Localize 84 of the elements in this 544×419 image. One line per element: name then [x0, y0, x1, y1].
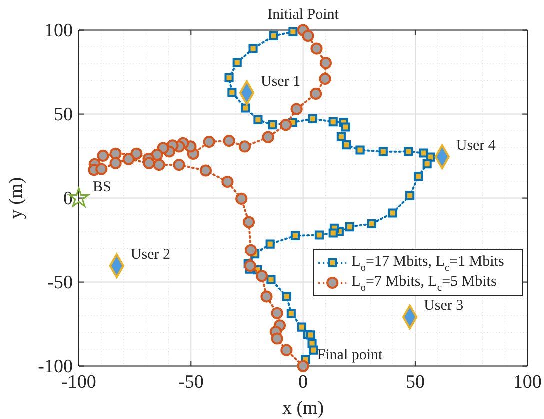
point: [345, 222, 354, 232]
point: [122, 153, 135, 166]
point: [173, 159, 186, 172]
point: [419, 148, 429, 158]
point: [269, 31, 278, 41]
point: [280, 344, 293, 356]
annotation: Final point: [317, 348, 384, 364]
point: [262, 131, 274, 144]
y-axis-title: y (m): [6, 177, 27, 220]
point: [153, 159, 166, 172]
point: [422, 159, 432, 169]
point: [110, 148, 122, 160]
point: [236, 192, 248, 206]
point: [224, 73, 234, 83]
annotation: User 3: [424, 298, 464, 315]
point: [309, 346, 318, 355]
point: [320, 57, 332, 70]
point: [306, 330, 316, 340]
point: [297, 360, 310, 372]
point: [266, 240, 275, 249]
point: [280, 119, 292, 132]
point: [319, 72, 332, 86]
point: [256, 270, 268, 282]
y-tick-label: 50: [54, 104, 73, 126]
point: [282, 292, 292, 302]
x-tick-label: -50: [178, 372, 204, 393]
point: [223, 134, 236, 148]
point: [288, 27, 298, 37]
point: [310, 42, 323, 55]
annotation: User 1: [261, 74, 301, 90]
point: [244, 244, 258, 256]
legend-label: L$_{o}$=17 Mbits, L$_{c}$=1 Mbits: [352, 254, 504, 274]
point: [271, 332, 284, 345]
point: [342, 140, 352, 150]
point: [248, 44, 258, 54]
x-tick-label: 50: [406, 372, 425, 393]
legend-label: L$_{o}$=7 Mbits, L$_{c}$=5 Mbits: [352, 274, 497, 294]
point: [244, 260, 256, 272]
point: [200, 164, 212, 177]
point: [378, 147, 388, 156]
y-tick-label: 100: [44, 20, 73, 42]
point: [314, 230, 324, 240]
point: [268, 120, 278, 130]
point: [232, 58, 242, 68]
point: [290, 231, 300, 240]
point: [266, 275, 276, 284]
x-tick-label: 100: [513, 372, 542, 393]
point: [222, 176, 234, 188]
point: [328, 228, 338, 238]
point: [260, 290, 273, 303]
point: [406, 191, 415, 200]
point: [290, 103, 303, 116]
y-tick-label: -50: [48, 272, 73, 294]
point: [404, 147, 414, 156]
point: [310, 88, 322, 100]
point: [110, 157, 122, 170]
point: [97, 150, 110, 162]
point: [336, 132, 346, 142]
point: [254, 115, 263, 125]
point: [286, 309, 296, 318]
point: [308, 114, 318, 124]
point: [143, 157, 156, 170]
annotation: User 4: [456, 138, 496, 154]
point: [367, 219, 376, 229]
point: [341, 122, 350, 132]
point: [271, 307, 284, 320]
annotation: BS: [93, 180, 112, 196]
annotation: User 2: [130, 247, 170, 264]
point: [388, 208, 398, 218]
x-tick-label: 0: [298, 372, 308, 393]
point: [203, 136, 216, 148]
point: [356, 146, 365, 155]
point: [297, 322, 306, 332]
x-axis-title: x (m): [282, 398, 324, 419]
point: [238, 140, 252, 153]
chart-title: Initial Point: [268, 7, 340, 23]
point: [414, 172, 424, 182]
point: [130, 148, 143, 160]
point: [96, 163, 108, 176]
point: [241, 104, 250, 113]
point: [328, 117, 338, 127]
point: [242, 216, 256, 228]
point: [228, 88, 237, 98]
point: [302, 30, 314, 42]
